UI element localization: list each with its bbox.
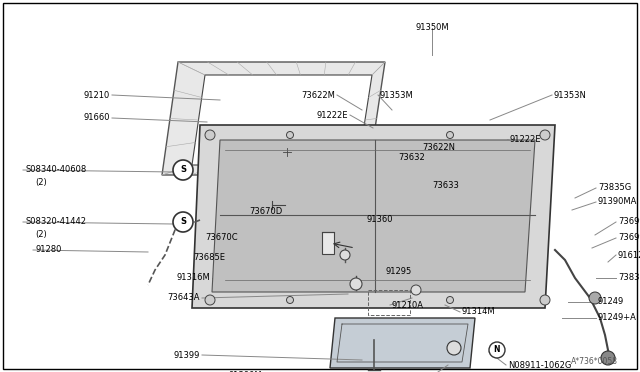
Text: S: S [180,218,186,227]
Text: A*736*0058: A*736*0058 [571,357,618,366]
Circle shape [173,212,193,232]
Polygon shape [162,62,385,175]
Circle shape [489,342,505,358]
Text: S08340-40608: S08340-40608 [25,166,86,174]
Text: S: S [180,166,186,174]
Text: 91210: 91210 [84,90,110,99]
Text: 91314M: 91314M [462,308,495,317]
Circle shape [205,130,215,140]
Circle shape [282,147,292,157]
Circle shape [350,278,362,290]
Text: 91210A: 91210A [392,301,424,310]
Circle shape [540,295,550,305]
Circle shape [447,341,461,355]
Text: 91222E: 91222E [317,110,348,119]
Polygon shape [212,140,535,292]
Text: (2): (2) [35,231,47,240]
Text: 91249: 91249 [598,298,624,307]
Text: 73643A: 73643A [168,294,200,302]
Text: S08320-41442: S08320-41442 [25,218,86,227]
Circle shape [205,295,215,305]
Text: N: N [493,346,500,355]
Circle shape [601,351,615,365]
Text: 73835G: 73835G [598,183,631,192]
Text: 91280: 91280 [35,246,61,254]
Circle shape [340,250,350,260]
Circle shape [287,296,294,304]
Circle shape [173,160,193,180]
Circle shape [447,131,454,138]
Text: 73633: 73633 [432,180,459,189]
Circle shape [589,292,601,304]
Text: (2): (2) [35,179,47,187]
Text: 91249+A: 91249+A [598,314,637,323]
Text: 73685E: 73685E [193,253,225,263]
Text: N08911-1062G: N08911-1062G [508,360,572,369]
Text: 91399: 91399 [173,350,200,359]
Text: 73622N: 73622N [422,144,455,153]
Text: 91350M: 91350M [415,23,449,32]
Text: 91660: 91660 [83,113,110,122]
Circle shape [287,131,294,138]
Text: 73699H: 73699H [618,234,640,243]
Text: 91353N: 91353N [554,90,587,99]
Text: 91390M: 91390M [228,371,262,372]
Text: 73835G: 73835G [618,273,640,282]
Polygon shape [330,318,475,368]
Text: 73670D: 73670D [250,208,283,217]
Polygon shape [192,125,555,308]
Text: 91360: 91360 [367,215,393,224]
Circle shape [411,285,421,295]
Text: 73699HA: 73699HA [618,218,640,227]
Circle shape [447,296,454,304]
Text: 91222E: 91222E [510,135,541,144]
Text: 73670C: 73670C [205,234,238,243]
Bar [322,232,334,254]
Text: 91390MA: 91390MA [598,198,637,206]
Text: 73622M: 73622M [301,90,335,99]
Text: 91353M: 91353M [380,90,413,99]
Text: 73632: 73632 [398,154,425,163]
Polygon shape [192,75,372,165]
Text: 91316M: 91316M [176,273,210,282]
Text: 91295: 91295 [385,267,412,276]
Text: 91612H: 91612H [618,250,640,260]
Circle shape [540,130,550,140]
